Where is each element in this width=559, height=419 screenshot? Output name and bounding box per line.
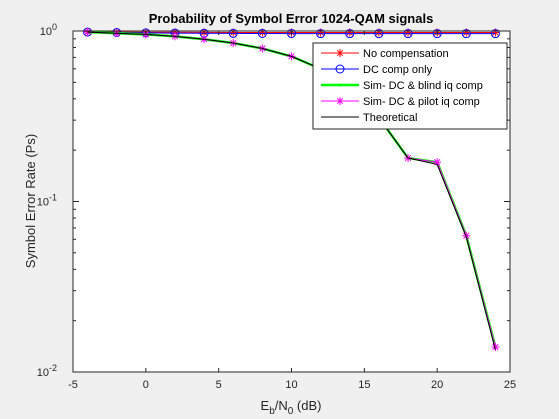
y-axis-label: Symbol Error Rate (Ps) (23, 134, 38, 268)
legend-label: DC comp only (363, 64, 433, 76)
y-tick-label: 100 (40, 22, 57, 38)
y-tick-label-exponent: 0 (52, 22, 57, 32)
series-1-point (228, 28, 238, 38)
y-tick-label: 10-1 (37, 193, 57, 209)
legend-marker-0-stroke-3 (336, 49, 344, 57)
x-axis-label-e: E (261, 398, 270, 413)
legend-label: Sim- DC & blind iq comp (363, 80, 483, 92)
y-tick-label-exponent: -2 (49, 363, 57, 373)
legend-marker-0 (336, 49, 344, 57)
series-3-point-stroke-3 (84, 28, 91, 36)
x-axis-label-n: /N (275, 398, 288, 413)
legend-marker-2 (338, 83, 342, 87)
series-3-point (491, 343, 500, 352)
series-1-point (287, 29, 296, 39)
series-1-point (490, 29, 500, 39)
legend-marker-1 (335, 64, 345, 74)
series-1-point (461, 29, 471, 39)
y-tick-label-exponent: -1 (49, 193, 57, 203)
x-axis-label-unit: (dB) (293, 398, 321, 413)
y-tick-label-base: 10 (40, 26, 52, 38)
x-tick-label: -5 (68, 379, 78, 391)
x-tick-label: 10 (285, 379, 297, 391)
chart-title: Probability of Symbol Error 1024-QAM sig… (149, 11, 434, 26)
legend-label: No compensation (363, 48, 449, 60)
series-1-point (374, 29, 384, 39)
x-tick-label: 5 (216, 379, 222, 391)
series-1-point (257, 28, 267, 38)
y-tick-label: 10-2 (37, 363, 57, 379)
x-axis-label-sub-b: b (269, 406, 275, 417)
legend-marker-3 (336, 97, 344, 105)
series-1-point (316, 29, 326, 39)
series-4 (87, 31, 496, 350)
series-line-4 (87, 31, 496, 350)
legend: No compensation DC comp only Sim- DC & bli… (312, 42, 508, 130)
x-axis-label: Eb/N0 (dB) (261, 398, 322, 417)
series-3-point-stroke-3 (492, 343, 499, 351)
series-1-point (403, 29, 413, 39)
x-tick-label: 20 (431, 379, 443, 391)
series-1-point (432, 29, 442, 39)
y-tick-label-base: 10 (37, 367, 49, 379)
x-tick-label: 25 (504, 379, 516, 391)
legend-label: Theoretical (363, 112, 417, 124)
legend-label: Sim- DC & pilot iq comp (363, 96, 480, 108)
x-tick-label: 0 (143, 379, 149, 391)
legend-marker-3-stroke-3 (336, 97, 344, 105)
x-axis-label-sub-0: 0 (288, 406, 294, 417)
y-tick-label-base: 10 (37, 197, 49, 209)
series-1-point (345, 29, 355, 39)
x-tick-label: 15 (358, 379, 370, 391)
